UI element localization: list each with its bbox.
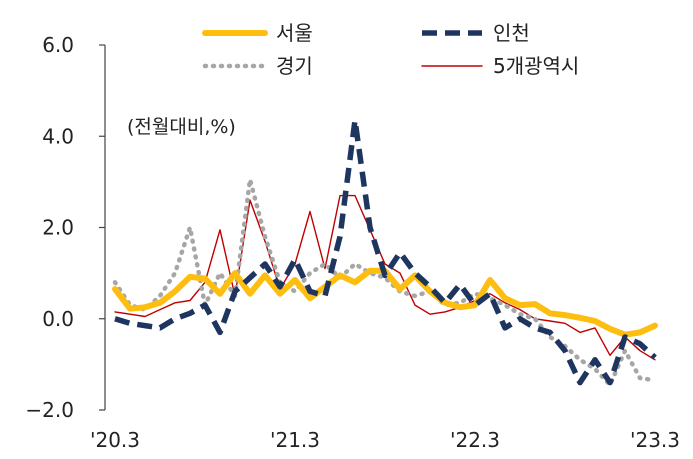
y-tick-label: 2.0 [42, 216, 74, 240]
legend-label: 5개광역시 [493, 54, 579, 78]
x-tick-label: '23.3 [630, 428, 680, 452]
y-tick-label: 4.0 [42, 124, 74, 148]
axes: 6.0 4.0 2.0 0.0 −2.0 '20.3 '21.3 '22.3 '23.3 [25, 33, 680, 452]
y-tick-label: 6.0 [42, 33, 74, 57]
unit-label: (전월대비,%) [127, 116, 236, 138]
legend-label: 인천 [493, 21, 530, 45]
x-tick-label: '22.3 [450, 428, 500, 452]
series-layer [112, 117, 658, 388]
y-tick-label: 0.0 [42, 307, 74, 331]
series-line-2 [114, 117, 657, 386]
series-line-3 [112, 177, 658, 388]
y-tick-label: −2.0 [25, 398, 74, 422]
legend-label: 경기 [276, 54, 313, 78]
legend-label: 서울 [276, 21, 313, 45]
x-tick-label: '21.3 [270, 428, 320, 452]
x-tick-label: '20.3 [90, 428, 140, 452]
y-tick-group: 6.0 4.0 2.0 0.0 −2.0 [25, 33, 105, 422]
x-tick-group: '20.3 '21.3 '22.3 '23.3 [90, 428, 680, 452]
